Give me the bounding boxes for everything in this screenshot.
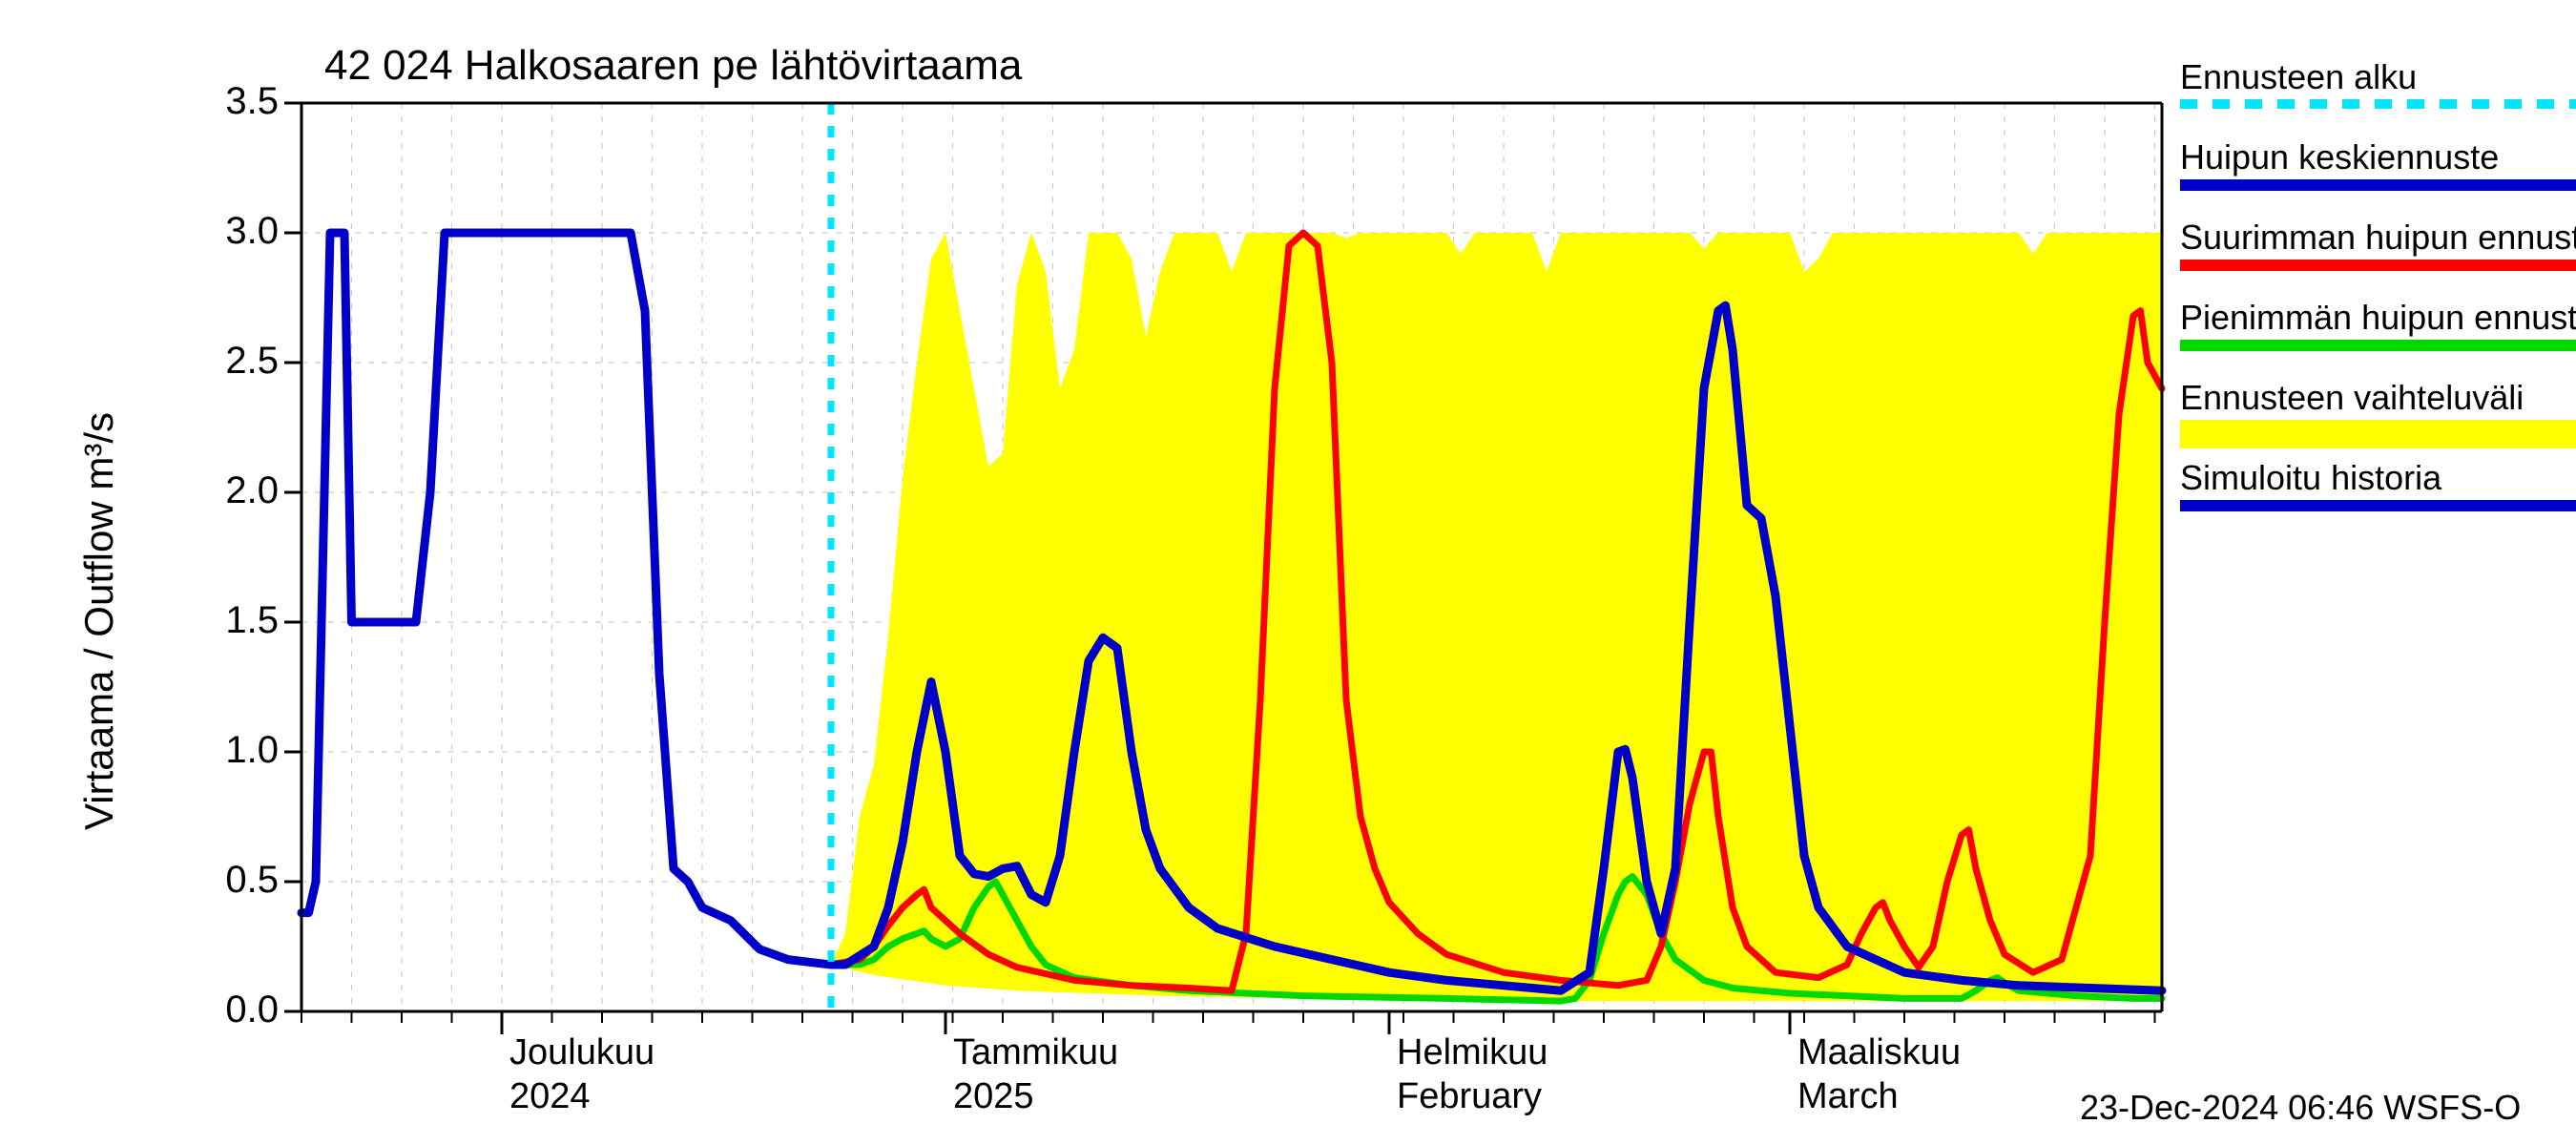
legend-label: Ennusteen alku <box>2180 57 2576 97</box>
chart-page: 42 024 Halkosaaren pe lähtövirtaama Virt… <box>0 0 2576 1145</box>
legend-label: Suurimman huipun ennuste <box>2180 218 2576 258</box>
legend-swatch <box>2180 340 2576 351</box>
legend-item: Suurimman huipun ennuste <box>2180 218 2576 263</box>
legend-item: Huipun keskiennuste <box>2180 137 2576 183</box>
legend-item: Simuloitu historia <box>2180 458 2576 504</box>
legend-swatch <box>2180 179 2576 191</box>
legend-swatch <box>2180 420 2576 448</box>
legend-swatch <box>2180 500 2576 511</box>
legend-item: Ennusteen vaihteluväli <box>2180 378 2576 424</box>
legend-item: Ennusteen alku <box>2180 57 2576 103</box>
footer-timestamp: 23-Dec-2024 06:46 WSFS-O <box>2080 1088 2521 1128</box>
legend-swatch <box>2180 260 2576 271</box>
legend-swatch <box>2180 99 2576 109</box>
legend-label: Simuloitu historia <box>2180 458 2576 498</box>
legend-label: Pienimmän huipun ennuste <box>2180 298 2576 338</box>
legend-item: Pienimmän huipun ennuste <box>2180 298 2576 344</box>
legend-label: Ennusteen vaihteluväli <box>2180 378 2576 418</box>
legend-label: Huipun keskiennuste <box>2180 137 2576 177</box>
